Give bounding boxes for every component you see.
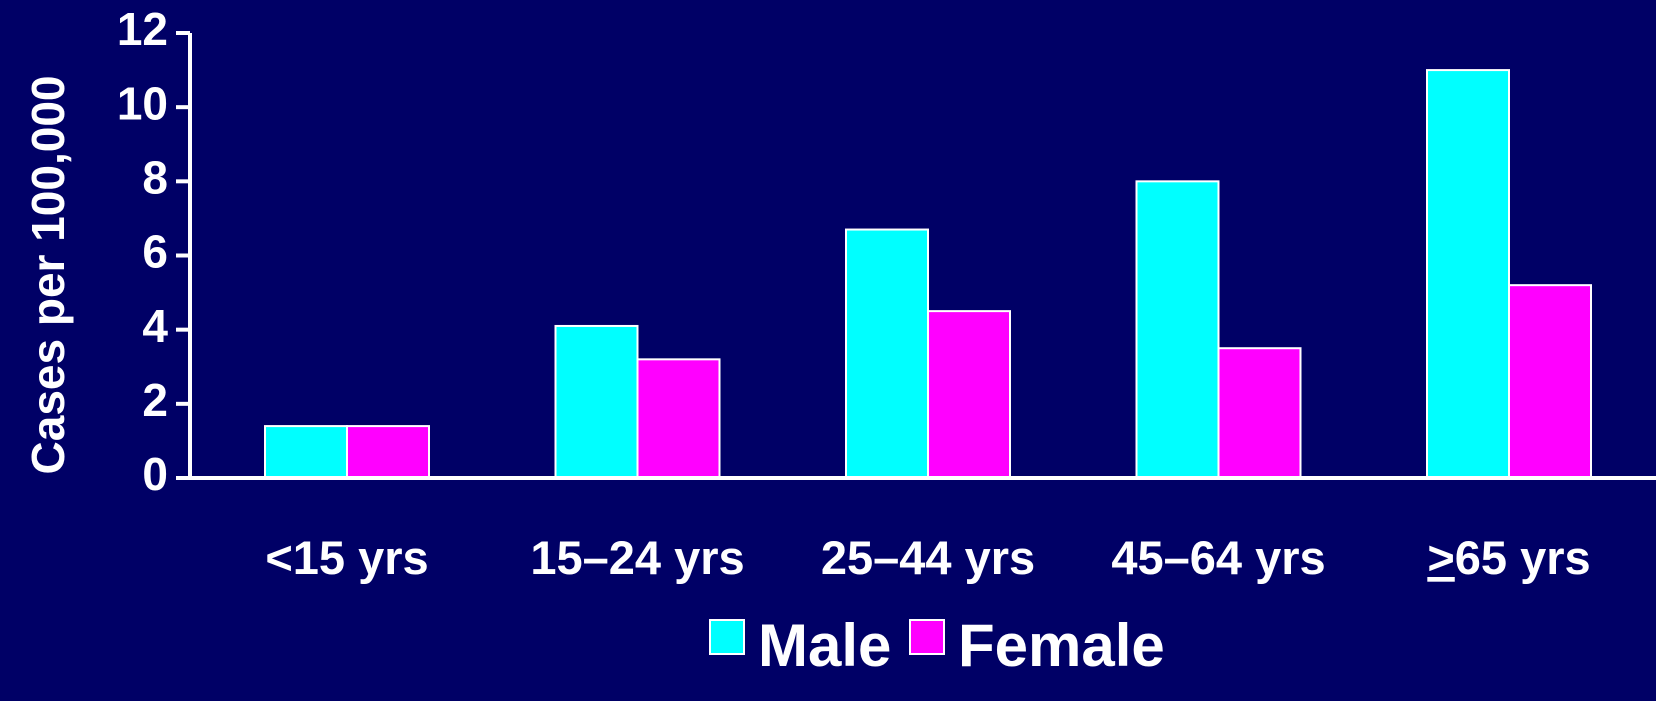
axes (176, 31, 1656, 480)
y-tick-label-0: 0 (142, 448, 168, 500)
legend-label-female: Female (958, 612, 1165, 679)
y-tick-label-8: 8 (142, 151, 168, 203)
bars-layer (264, 69, 1592, 480)
bar-female-1 (636, 358, 721, 480)
x-category-label-4: >65 yrs (1427, 531, 1590, 584)
legend-label-male: Male (758, 612, 891, 679)
bar-female-2 (927, 310, 1011, 479)
legend: Male Female (709, 612, 1165, 679)
bar-female-0 (346, 425, 430, 480)
x-category-label-0: <15 yrs (265, 531, 428, 584)
bar-male-2 (845, 228, 929, 479)
bar-female-3 (1217, 347, 1302, 480)
legend-swatch-male (709, 619, 745, 655)
bar-male-3 (1135, 180, 1220, 479)
y-tick-label-6: 6 (142, 226, 168, 278)
bar-female-4 (1508, 284, 1592, 479)
bar-male-4 (1426, 69, 1510, 479)
y-axis-title-group: Cases per 100,000 (22, 76, 74, 475)
category-rest: 65 yrs (1455, 531, 1591, 584)
legend-swatch-female (909, 619, 945, 655)
y-tick-label-2: 2 (142, 374, 168, 426)
y-tick-label-4: 4 (142, 300, 168, 352)
x-category-labels: <15 yrs 15–24 yrs 25–44 yrs 45–64 yrs >65 yr… (265, 531, 1590, 584)
bar-male-0 (264, 425, 348, 480)
x-category-label-1: 15–24 yrs (530, 531, 744, 584)
x-category-label-2: 25–44 yrs (821, 531, 1035, 584)
y-axis-title: Cases per 100,000 (22, 76, 74, 475)
y-tick-label-12: 12 (117, 3, 168, 55)
x-category-label-3: 45–64 yrs (1111, 531, 1325, 584)
y-tick-label-10: 10 (117, 77, 168, 129)
bar-male-1 (554, 324, 639, 480)
category-prefix-underlined: > (1427, 531, 1454, 584)
y-tick-labels: 0 2 4 6 8 10 12 (117, 3, 169, 500)
